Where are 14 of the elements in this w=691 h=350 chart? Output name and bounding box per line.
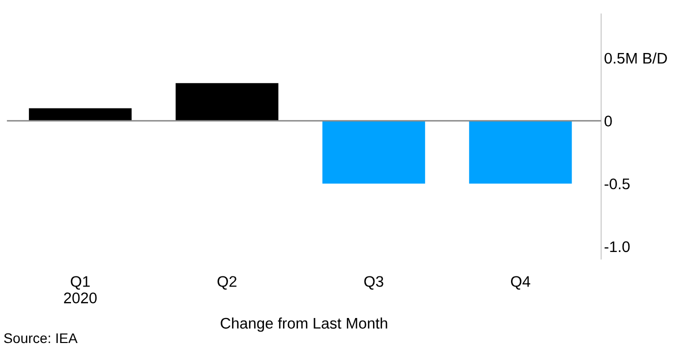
x-tick-label: Q4 <box>511 276 530 290</box>
bar <box>28 108 132 121</box>
x-tick-label: Q1 2020 <box>64 276 97 304</box>
bar <box>469 120 572 184</box>
y-tick-label: 0 <box>604 116 612 126</box>
bar <box>322 120 426 184</box>
x-tick-label: Q3 <box>364 276 384 290</box>
y-tick-label: -1.0 <box>604 241 630 252</box>
y-tick-label: 0.5M B/D <box>604 52 667 64</box>
bar <box>176 83 278 121</box>
x-tick-label: Q2 <box>218 276 236 290</box>
x-axis-title: Change from Last Month <box>220 317 388 332</box>
source-note: Source: IEA <box>4 333 78 344</box>
y-tick-label: -0.5 <box>604 178 630 190</box>
